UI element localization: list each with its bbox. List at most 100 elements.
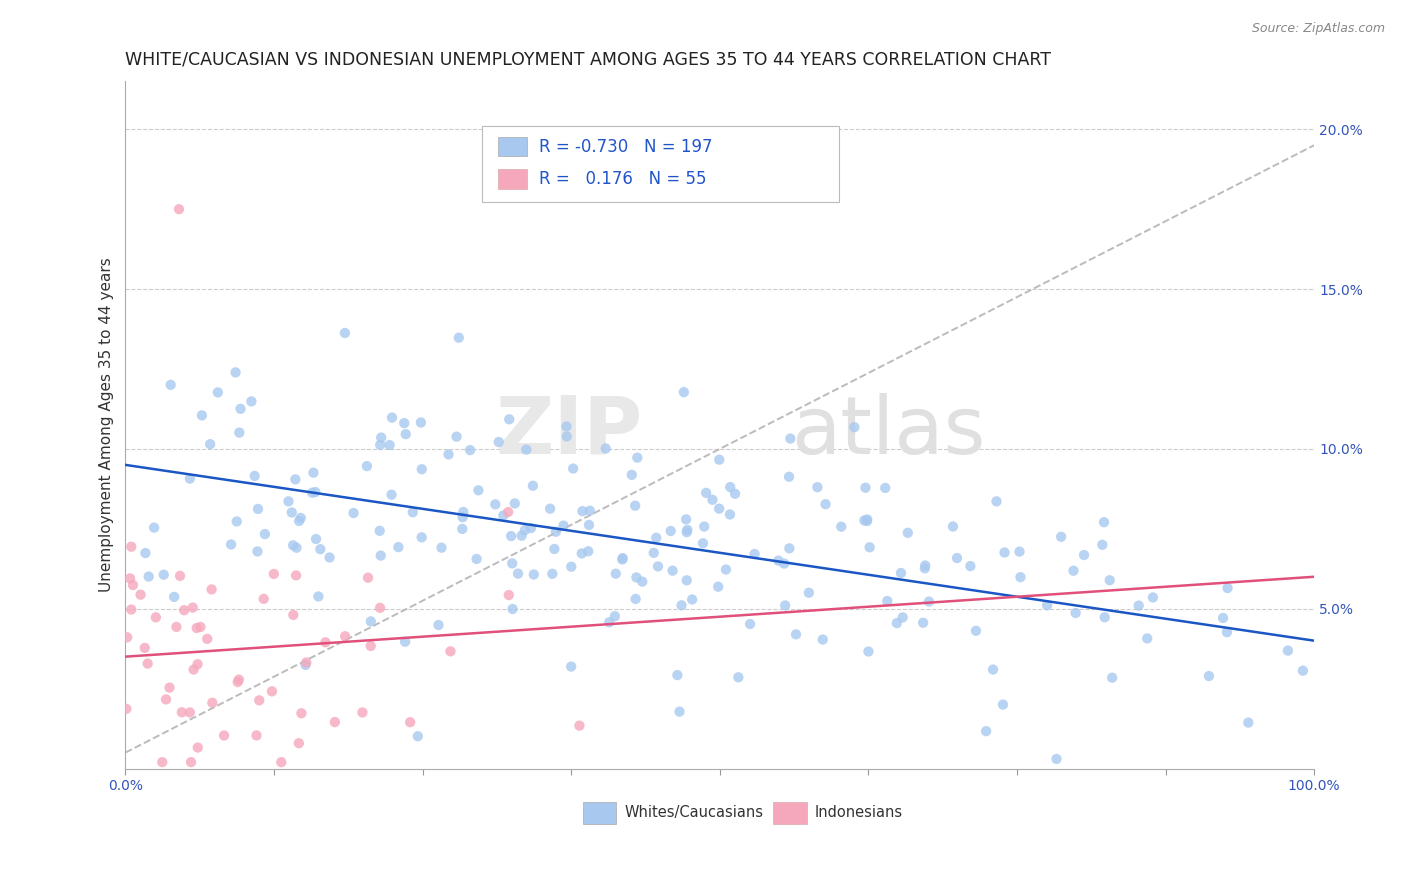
Point: [115, 630, 138, 644]
Point: [1098, 574, 1121, 588]
Point: [942, 519, 965, 533]
Point: [643, 546, 665, 560]
Point: [212, 729, 235, 743]
Point: [912, 615, 935, 630]
Point: [150, 755, 173, 769]
Point: [170, 706, 193, 720]
Point: [333, 326, 356, 340]
Point: [307, 590, 329, 604]
Point: [409, 416, 432, 430]
Point: [744, 547, 766, 561]
Point: [1050, 530, 1073, 544]
Point: [247, 502, 270, 516]
Point: [555, 429, 578, 443]
Point: [352, 706, 374, 720]
Y-axis label: Unemployment Among Ages 35 to 44 years: Unemployment Among Ages 35 to 44 years: [100, 258, 114, 592]
Point: [779, 432, 801, 446]
Point: [399, 715, 422, 730]
Point: [897, 525, 920, 540]
Point: [993, 545, 1015, 559]
Point: [692, 536, 714, 550]
Point: [681, 592, 703, 607]
Point: [724, 487, 747, 501]
Point: [541, 566, 564, 581]
Point: [544, 524, 567, 539]
Point: [707, 501, 730, 516]
Point: [501, 557, 523, 571]
Point: [513, 523, 536, 537]
Point: [914, 561, 936, 575]
Point: [605, 566, 627, 581]
Point: [612, 551, 634, 566]
Point: [1036, 599, 1059, 613]
Point: [1216, 581, 1239, 595]
Point: [183, 663, 205, 677]
Point: [342, 506, 364, 520]
FancyBboxPatch shape: [482, 126, 838, 202]
Point: [394, 634, 416, 648]
Point: [1064, 606, 1087, 620]
Point: [515, 442, 537, 457]
Point: [378, 438, 401, 452]
Point: [876, 594, 898, 608]
Point: [778, 469, 800, 483]
Point: [523, 567, 546, 582]
Point: [626, 570, 648, 584]
Point: [659, 524, 682, 538]
Point: [270, 755, 292, 769]
Point: [145, 610, 167, 624]
Point: [553, 518, 575, 533]
Point: [285, 541, 308, 555]
Point: [562, 461, 585, 475]
Point: [707, 580, 730, 594]
Point: [668, 705, 690, 719]
Point: [191, 409, 214, 423]
Point: [207, 385, 229, 400]
Point: [120, 540, 142, 554]
Point: [578, 504, 600, 518]
Point: [768, 553, 790, 567]
Point: [1045, 752, 1067, 766]
Point: [253, 527, 276, 541]
Point: [198, 437, 221, 451]
Point: [603, 609, 626, 624]
Point: [522, 479, 544, 493]
Point: [671, 599, 693, 613]
FancyBboxPatch shape: [498, 169, 527, 188]
Point: [626, 450, 648, 465]
Point: [856, 514, 879, 528]
Point: [510, 529, 533, 543]
Point: [853, 513, 876, 527]
Point: [571, 546, 593, 560]
Point: [179, 472, 201, 486]
Point: [288, 736, 311, 750]
Text: WHITE/CAUCASIAN VS INDONESIAN UNEMPLOYMENT AMONG AGES 35 TO 44 YEARS CORRELATION: WHITE/CAUCASIAN VS INDONESIAN UNEMPLOYME…: [125, 51, 1052, 69]
Point: [368, 438, 391, 452]
Point: [709, 452, 731, 467]
Point: [314, 635, 336, 649]
Point: [506, 566, 529, 581]
Point: [560, 559, 582, 574]
Point: [502, 602, 524, 616]
Point: [571, 504, 593, 518]
Point: [773, 599, 796, 613]
Point: [858, 644, 880, 658]
Point: [620, 467, 643, 482]
Point: [309, 542, 332, 557]
Point: [159, 377, 181, 392]
Point: [411, 462, 433, 476]
Point: [1216, 625, 1239, 640]
Point: [1073, 548, 1095, 562]
Point: [136, 657, 159, 671]
Point: [797, 585, 820, 599]
Point: [773, 557, 796, 571]
Point: [173, 603, 195, 617]
Text: Whites/Caucasians: Whites/Caucasians: [624, 805, 763, 820]
Point: [395, 427, 418, 442]
Point: [859, 541, 882, 555]
Point: [830, 519, 852, 533]
Point: [785, 627, 807, 641]
Point: [129, 588, 152, 602]
Point: [991, 698, 1014, 712]
Point: [675, 574, 697, 588]
